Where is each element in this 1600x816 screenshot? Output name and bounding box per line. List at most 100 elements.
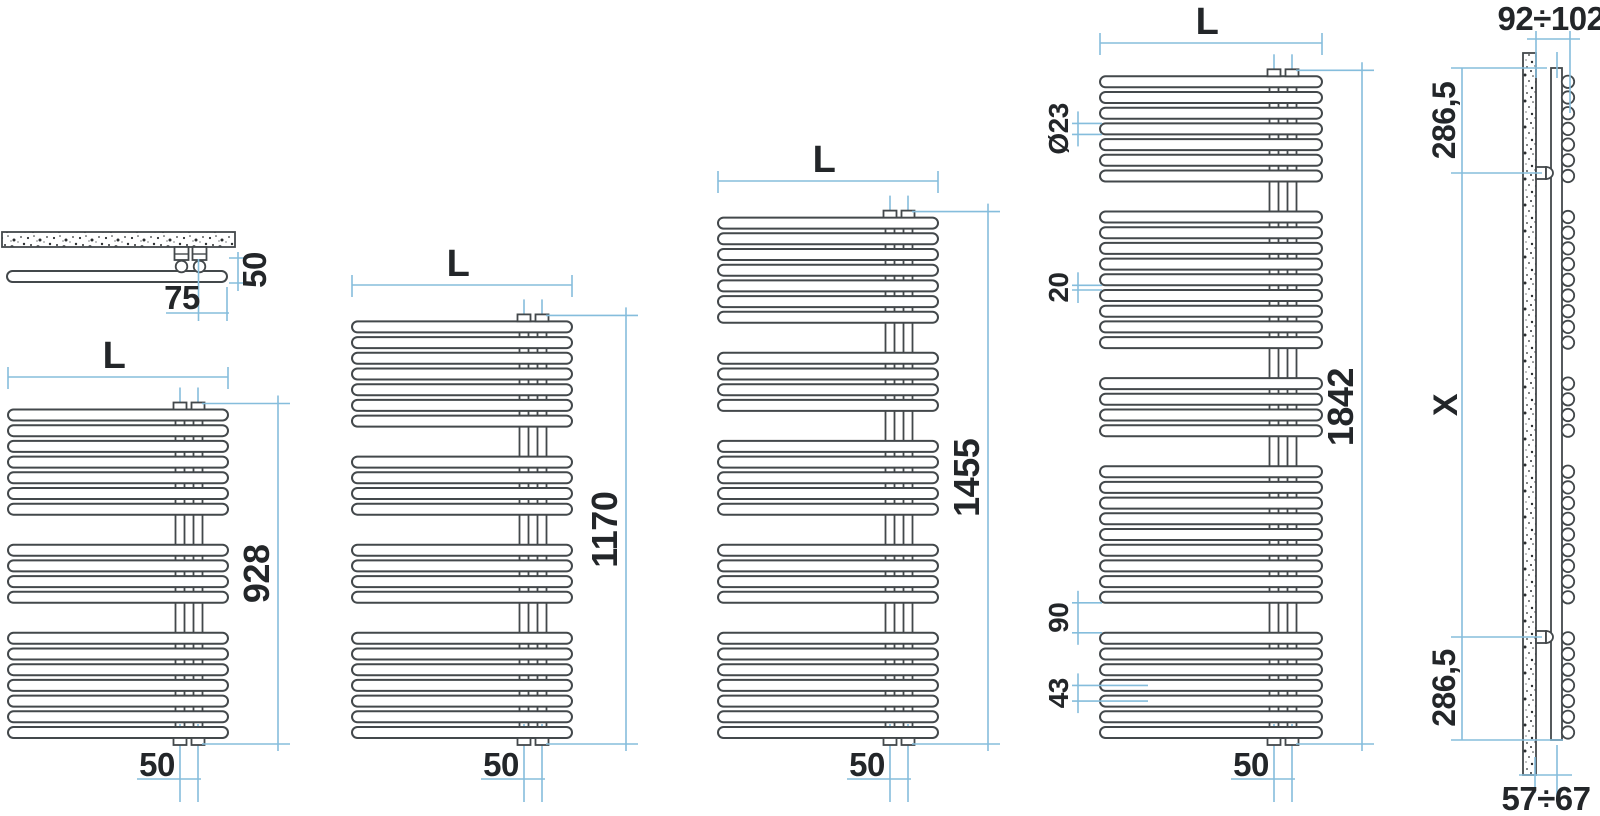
radiator-tube-top-view <box>6 270 228 283</box>
heating-tube <box>351 487 573 500</box>
tube-end-circle <box>1560 725 1576 740</box>
tube-end-circle <box>1560 121 1576 136</box>
heating-tube <box>351 320 573 334</box>
heating-tube <box>7 439 229 453</box>
wall-connection-top-view: 50 75 <box>1 231 273 321</box>
valve-connector <box>174 259 189 274</box>
heating-tube <box>717 216 939 230</box>
heating-tube <box>717 455 939 469</box>
collector-end-cap <box>1284 68 1300 78</box>
heating-tube <box>1099 289 1323 302</box>
heating-tube <box>1099 392 1323 406</box>
tube-end-circle <box>1560 288 1576 303</box>
heating-tube <box>717 367 939 381</box>
radiator-front-view-h1170: L 1170 50 <box>351 243 638 802</box>
heating-tube <box>717 726 939 739</box>
height-dimension-label: 928 <box>236 545 277 604</box>
connection-spacing-label: 75 <box>164 279 200 316</box>
tube-end-circle <box>1560 678 1576 693</box>
heating-tube <box>7 408 229 422</box>
bracket-tip <box>1545 166 1554 180</box>
group-gap-label: 90 <box>1043 603 1074 633</box>
heating-tube <box>1099 91 1323 104</box>
tube-end-circle <box>1560 527 1576 542</box>
heating-tube <box>1099 575 1323 589</box>
heating-tube <box>1099 75 1323 89</box>
heating-tube <box>717 279 939 293</box>
tube-end-circle <box>1560 646 1576 662</box>
heating-tube <box>351 590 573 604</box>
width-dimension-label: L <box>1196 1 1219 43</box>
heating-tube <box>717 575 939 589</box>
tube-end-circle <box>1560 407 1576 423</box>
tube-end-circle <box>1560 90 1576 105</box>
heating-tube <box>717 678 939 692</box>
heating-tube <box>351 663 573 677</box>
connection-pitch-label: 50 <box>139 746 175 783</box>
tube-end-circle <box>1560 168 1576 184</box>
heating-tube <box>1099 226 1323 240</box>
heating-tube <box>1099 122 1323 136</box>
heating-tube <box>7 575 229 589</box>
heating-tube <box>351 455 573 469</box>
radiator-front-view-h1842: L 1842 50 Ø23 20 90 43 <box>1043 1 1374 802</box>
heating-tube <box>1099 273 1323 287</box>
tube-end-circle <box>1560 423 1576 438</box>
collector-end-cap <box>172 737 188 746</box>
heating-tube <box>351 647 573 661</box>
tube-end-circle <box>1560 304 1576 319</box>
collector-end-cap <box>900 737 916 746</box>
heating-tube <box>1099 210 1323 224</box>
connection-pitch-label: 50 <box>849 746 885 783</box>
wall-section <box>1 231 236 248</box>
tube-end-circle <box>1560 543 1576 558</box>
heating-tube <box>717 383 939 397</box>
heating-tube <box>1099 424 1323 438</box>
tube-end-circle <box>1560 662 1576 677</box>
wall-section <box>1522 52 1537 776</box>
collector-end-cap <box>882 209 898 219</box>
heating-tube <box>717 559 939 573</box>
tube-end-circle <box>1560 392 1576 407</box>
side-view: 286,5 X 286,5 92÷102 57÷67 <box>1426 0 1600 816</box>
width-dimension-label: L <box>447 243 470 285</box>
radiator-front-view-h928: L 928 50 <box>7 335 290 802</box>
heating-tube <box>7 726 229 739</box>
heating-tube <box>7 694 229 708</box>
heating-tube <box>1099 465 1323 479</box>
heating-tube <box>351 543 573 557</box>
heating-tube <box>7 424 229 438</box>
heating-tube <box>717 694 939 708</box>
heating-tube <box>351 383 573 397</box>
heating-tube <box>1099 106 1323 120</box>
tube-end-circle <box>1560 376 1576 391</box>
bracket-span-label: X <box>1427 393 1465 416</box>
collector-end-cap <box>1284 737 1300 746</box>
heating-tube <box>351 502 573 516</box>
tube-end-circle <box>1560 241 1576 256</box>
bracket-tip <box>1545 630 1554 644</box>
connection-pitch-label: 50 <box>1233 746 1269 783</box>
heating-tube <box>351 471 573 485</box>
connection-pitch-label: 50 <box>483 746 519 783</box>
heating-tube <box>717 310 939 324</box>
heating-tube <box>351 336 573 350</box>
upper-span-label: 286,5 <box>1426 82 1462 160</box>
collector-end-cap <box>1266 68 1282 78</box>
collector-end-cap <box>900 209 916 219</box>
tube-end-circle <box>1560 256 1576 272</box>
heating-tube <box>351 351 573 365</box>
heating-tube <box>7 663 229 677</box>
tube-end-circle <box>1560 319 1576 334</box>
height-dimension-label: 1455 <box>946 438 987 517</box>
heating-tube <box>1099 528 1323 541</box>
tube-end-circle <box>1560 558 1576 574</box>
collector-end-cap <box>516 737 532 746</box>
tube-end-circle <box>1560 153 1576 168</box>
width-dimension-label: L <box>813 139 836 181</box>
heating-tube <box>1099 726 1323 739</box>
tube-pitch-label: 43 <box>1043 678 1074 708</box>
heating-tube <box>7 471 229 485</box>
heating-tube <box>1099 377 1323 391</box>
heating-tube <box>7 710 229 724</box>
